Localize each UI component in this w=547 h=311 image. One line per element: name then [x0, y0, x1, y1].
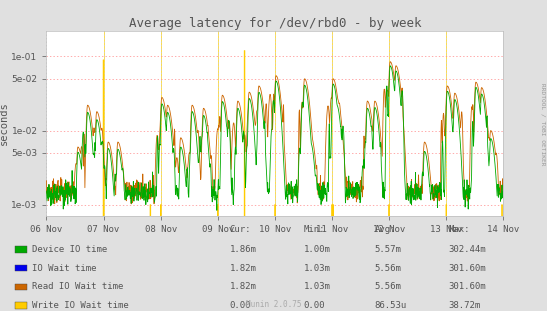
Y-axis label: seconds: seconds [0, 102, 9, 146]
Text: Cur:: Cur: [230, 225, 251, 234]
Text: Write IO Wait time: Write IO Wait time [32, 301, 129, 310]
Text: RRDTOOL / TOBI OETIKER: RRDTOOL / TOBI OETIKER [541, 83, 546, 166]
Text: 1.00m: 1.00m [304, 245, 330, 254]
Text: Read IO Wait time: Read IO Wait time [32, 282, 123, 291]
Text: Device IO time: Device IO time [32, 245, 107, 254]
Title: Average latency for /dev/rbd0 - by week: Average latency for /dev/rbd0 - by week [129, 17, 421, 30]
Text: Max:: Max: [449, 225, 470, 234]
Text: 1.03m: 1.03m [304, 264, 330, 272]
Text: 301.60m: 301.60m [449, 264, 486, 272]
Text: 1.03m: 1.03m [304, 282, 330, 291]
Text: 38.72m: 38.72m [449, 301, 481, 310]
Text: 302.44m: 302.44m [449, 245, 486, 254]
Text: Min:: Min: [304, 225, 325, 234]
Text: IO Wait time: IO Wait time [32, 264, 96, 272]
Text: Munin 2.0.75: Munin 2.0.75 [246, 300, 301, 309]
Text: 5.56m: 5.56m [375, 264, 401, 272]
Text: 1.82m: 1.82m [230, 264, 257, 272]
Text: 1.86m: 1.86m [230, 245, 257, 254]
Text: 1.82m: 1.82m [230, 282, 257, 291]
Text: Avg:: Avg: [375, 225, 396, 234]
Text: 0.00: 0.00 [304, 301, 325, 310]
Text: 0.00: 0.00 [230, 301, 251, 310]
Text: 5.56m: 5.56m [375, 282, 401, 291]
Text: 86.53u: 86.53u [375, 301, 407, 310]
Text: 301.60m: 301.60m [449, 282, 486, 291]
Text: 5.57m: 5.57m [375, 245, 401, 254]
